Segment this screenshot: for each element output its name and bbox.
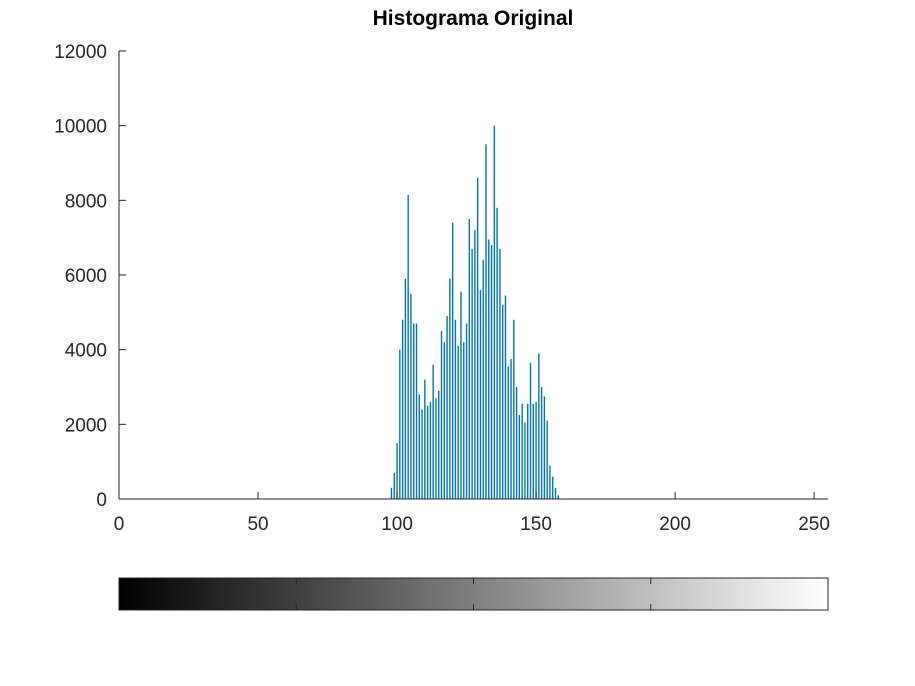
axes: 0 50 100 150 200 250 0 2000 4000 6000 8000 10000 120… — [54, 42, 830, 535]
x-tick-label: 100 — [381, 514, 413, 535]
x-tick-label: 50 — [247, 514, 268, 535]
grayscale-colorbar — [118, 577, 829, 611]
x-tick-label: 200 — [659, 514, 691, 535]
x-tick-label: 250 — [798, 514, 830, 535]
y-tick-label: 6000 — [65, 266, 107, 287]
y-tick-label: 0 — [96, 490, 107, 511]
histogram-bars — [390, 125, 560, 499]
y-tick-label: 12000 — [54, 42, 107, 63]
y-tick-label: 2000 — [65, 415, 107, 436]
y-tick-label: 8000 — [65, 191, 107, 212]
y-tick-label: 4000 — [65, 341, 107, 362]
chart-title: Histograma Original — [373, 7, 574, 30]
x-tick-label: 0 — [114, 514, 125, 535]
y-tick-label: 10000 — [54, 117, 107, 138]
x-tick-label: 150 — [520, 514, 552, 535]
